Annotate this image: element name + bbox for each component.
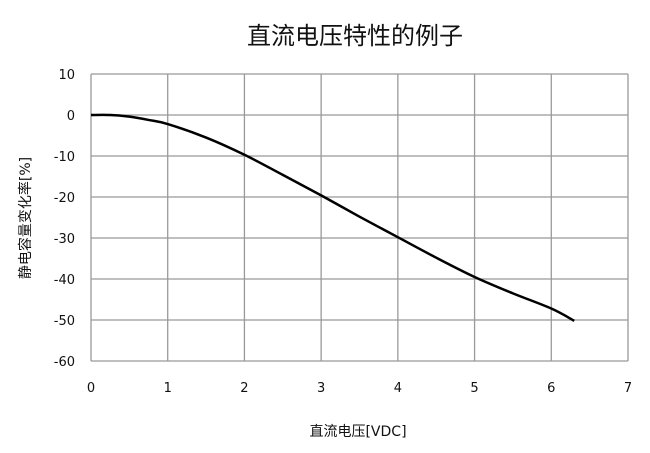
- x-tick-label: 3: [317, 381, 325, 396]
- x-axis-label: 直流电压[VDC]: [309, 423, 406, 440]
- y-tick-label: -10: [54, 150, 75, 165]
- x-tick-label: 0: [87, 381, 95, 396]
- tick-labels: 0 1 2 3 4 5 6 7 10 0 -10 -20 -30 -40 -50 -60: [54, 68, 632, 396]
- x-tick-label: 2: [240, 381, 248, 396]
- chart-title: 直流电压特性的例子: [247, 22, 463, 50]
- x-tick-label: 4: [394, 381, 402, 396]
- grid: [90, 73, 629, 362]
- series-line: [90, 113, 575, 322]
- y-axis-label: 静电容量变化率[%]: [17, 157, 34, 279]
- y-tick-label: 0: [67, 109, 75, 124]
- x-tick-label: 5: [470, 381, 478, 396]
- y-tick-label: -50: [54, 314, 75, 329]
- x-tick-label: 1: [164, 381, 172, 396]
- y-tick-label: -30: [54, 232, 75, 247]
- y-tick-label: 10: [58, 68, 75, 83]
- y-tick-label: -20: [54, 191, 75, 206]
- x-tick-label: 6: [547, 381, 555, 396]
- y-tick-label: -40: [54, 273, 75, 288]
- y-tick-label: -60: [54, 355, 75, 370]
- x-tick-label: 7: [624, 381, 632, 396]
